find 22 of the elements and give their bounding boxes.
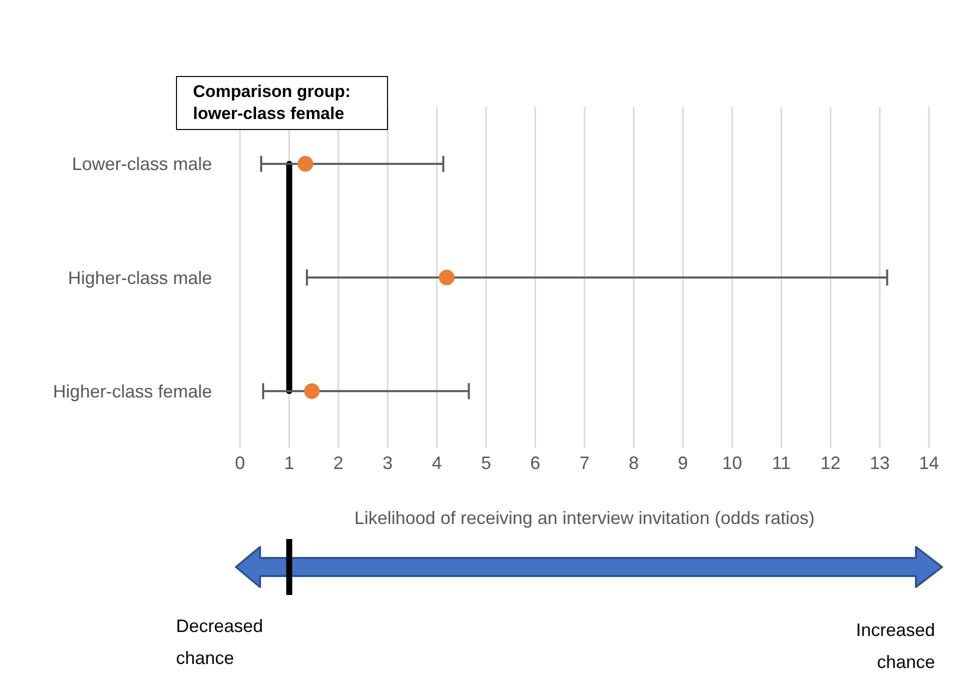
x-tick-label: 3 — [382, 452, 393, 473]
y-tick-label: Higher-class female — [52, 382, 212, 402]
x-tick-label: 7 — [579, 452, 590, 473]
x-tick-label: 13 — [870, 452, 890, 473]
text: Increased chance — [854, 619, 935, 674]
x-tick-label: 0 — [234, 452, 246, 473]
x-tick-label: 5 — [481, 452, 492, 473]
x-tick-label: 14 — [918, 452, 940, 473]
x-tick-label: 2 — [333, 452, 344, 473]
x-tick-label: 6 — [530, 452, 540, 473]
x-tick-label: 11 — [772, 452, 791, 473]
x-tick-label: 8 — [628, 452, 639, 473]
y-tick-label: Higher-class male — [68, 268, 212, 288]
x-tick-label: 9 — [678, 452, 688, 473]
x-tick-label: 12 — [820, 452, 841, 473]
text: Decreased chance — [176, 615, 264, 670]
x-tick-label: 4 — [432, 452, 442, 473]
x-tick-label: 10 — [722, 452, 742, 473]
x-tick-label: 1 — [284, 452, 294, 473]
x-axis-title: Likelihood of receiving an interview invitation (odds ratios) — [354, 508, 815, 528]
annotation: Comparison group: lower-class female — [176, 76, 388, 130]
y-tick-label: Lower-class male — [72, 154, 212, 174]
